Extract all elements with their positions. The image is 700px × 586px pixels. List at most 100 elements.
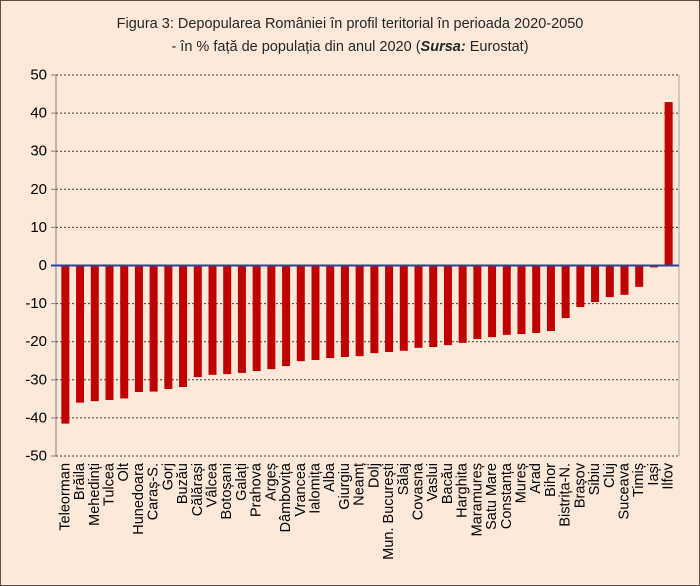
bar xyxy=(429,265,438,348)
bar xyxy=(591,265,600,303)
x-tick-label: Ialomița xyxy=(308,462,324,514)
x-tick-label: Alba xyxy=(322,462,338,492)
x-axis-labels: TeleormanBrăilaMehedințiTulceaOltHunedoa… xyxy=(57,462,676,560)
y-tick-label: 10 xyxy=(30,219,47,236)
x-tick-label: Timiș xyxy=(631,463,647,497)
bar xyxy=(620,265,629,295)
x-tick-label: Ilfov xyxy=(661,462,677,489)
x-tick-label: Călărași xyxy=(190,463,206,516)
chart-title-block: Figura 3: Depopularea României în profil… xyxy=(1,13,699,59)
x-tick-label: Covasna xyxy=(411,462,427,520)
x-tick-label: Dolj xyxy=(366,463,382,488)
bar xyxy=(120,265,129,399)
bar xyxy=(370,265,379,354)
x-tick-label: Hunedoara xyxy=(131,462,147,535)
bar xyxy=(208,265,217,375)
bar xyxy=(282,265,291,367)
x-tick-label: Botoșani xyxy=(219,463,235,519)
x-tick-label: Brașov xyxy=(572,462,588,508)
y-tick-label: 0 xyxy=(39,257,47,274)
x-tick-label: Harghita xyxy=(455,462,471,518)
bar xyxy=(355,265,364,357)
bar xyxy=(76,265,85,403)
bar xyxy=(605,265,614,298)
x-tick-label: Mun. București xyxy=(381,463,397,560)
x-tick-label: Bacău xyxy=(440,463,456,504)
x-tick-label: Brăila xyxy=(72,462,88,500)
x-tick-label: Bistrița-N. xyxy=(558,463,574,527)
bar xyxy=(561,265,570,319)
bar xyxy=(399,265,408,351)
y-tick-label: -50 xyxy=(25,448,47,465)
x-tick-label: Vaslui xyxy=(425,463,441,501)
y-tick-label: -20 xyxy=(25,333,47,350)
x-tick-label: Neamț xyxy=(352,463,368,506)
bar xyxy=(443,265,452,346)
bars xyxy=(61,102,673,424)
bar xyxy=(488,265,497,338)
source-label: Sursa: xyxy=(420,39,466,55)
x-tick-label: Prahova xyxy=(249,462,265,517)
bar xyxy=(61,265,70,424)
bar xyxy=(664,102,673,266)
x-tick-label: Iași xyxy=(646,463,662,486)
x-tick-label: Sibiu xyxy=(587,463,603,495)
bar xyxy=(576,265,585,308)
x-tick-label: Satu Mare xyxy=(484,463,500,530)
y-tick-label: 30 xyxy=(30,143,47,160)
bar xyxy=(237,265,246,373)
bar xyxy=(458,265,467,343)
bar xyxy=(105,265,114,400)
bar xyxy=(164,265,173,389)
bar xyxy=(267,265,276,370)
bar xyxy=(532,265,541,333)
bar xyxy=(340,265,349,357)
x-tick-label: Constanța xyxy=(499,462,515,529)
x-tick-label: Vâlcea xyxy=(205,462,221,507)
bar xyxy=(90,265,99,402)
chart-subtitle: - în % față de populația din anul 2020 (… xyxy=(1,36,699,59)
x-tick-label: Teleorman xyxy=(57,463,73,531)
bar xyxy=(473,265,482,340)
bar xyxy=(296,265,305,362)
x-tick-label: Caraș-S. xyxy=(146,463,162,520)
bar xyxy=(252,265,261,372)
x-tick-label: Giurgiu xyxy=(337,463,353,510)
bar xyxy=(179,265,188,388)
x-tick-label: Gorj xyxy=(160,463,176,490)
bar xyxy=(546,265,555,332)
y-axis-labels: 50 40 30 20 10 0 -10 -20 -30 -40 -50 xyxy=(25,67,47,465)
bar xyxy=(326,265,335,359)
bar xyxy=(635,265,644,287)
bar xyxy=(223,265,232,375)
y-tick-label: -30 xyxy=(25,371,47,388)
x-tick-label: Vrancea xyxy=(293,462,309,516)
x-tick-label: Argeș xyxy=(263,463,279,501)
x-tick-label: Olt xyxy=(116,463,132,482)
x-tick-label: Maramureș xyxy=(469,463,485,536)
x-tick-label: Suceava xyxy=(617,462,633,519)
y-tick-label: 50 xyxy=(30,67,47,84)
bar xyxy=(517,265,526,335)
y-tick-label: 20 xyxy=(30,181,47,198)
bar xyxy=(134,265,143,392)
x-tick-label: Tulcea xyxy=(102,462,118,506)
y-tick-label: -10 xyxy=(25,295,47,312)
bar xyxy=(385,265,394,352)
chart-title: Figura 3: Depopularea României în profil… xyxy=(116,16,584,32)
x-tick-label: Bihor xyxy=(543,463,559,497)
bar xyxy=(311,265,320,360)
x-tick-label: Galați xyxy=(234,463,250,501)
x-tick-label: Arad xyxy=(528,463,544,494)
x-tick-label: Mehedinți xyxy=(87,463,103,526)
bar xyxy=(193,265,202,378)
x-tick-label: Buzău xyxy=(175,463,191,504)
x-tick-label: Sălaj xyxy=(396,463,412,495)
subtitle-text: - în % față de populația din anul 2020 ( xyxy=(171,39,421,55)
y-tick-label: -40 xyxy=(25,409,47,426)
x-tick-label: Dâmbovița xyxy=(278,462,294,532)
bar xyxy=(149,265,158,392)
y-tick-label: 40 xyxy=(30,105,47,122)
